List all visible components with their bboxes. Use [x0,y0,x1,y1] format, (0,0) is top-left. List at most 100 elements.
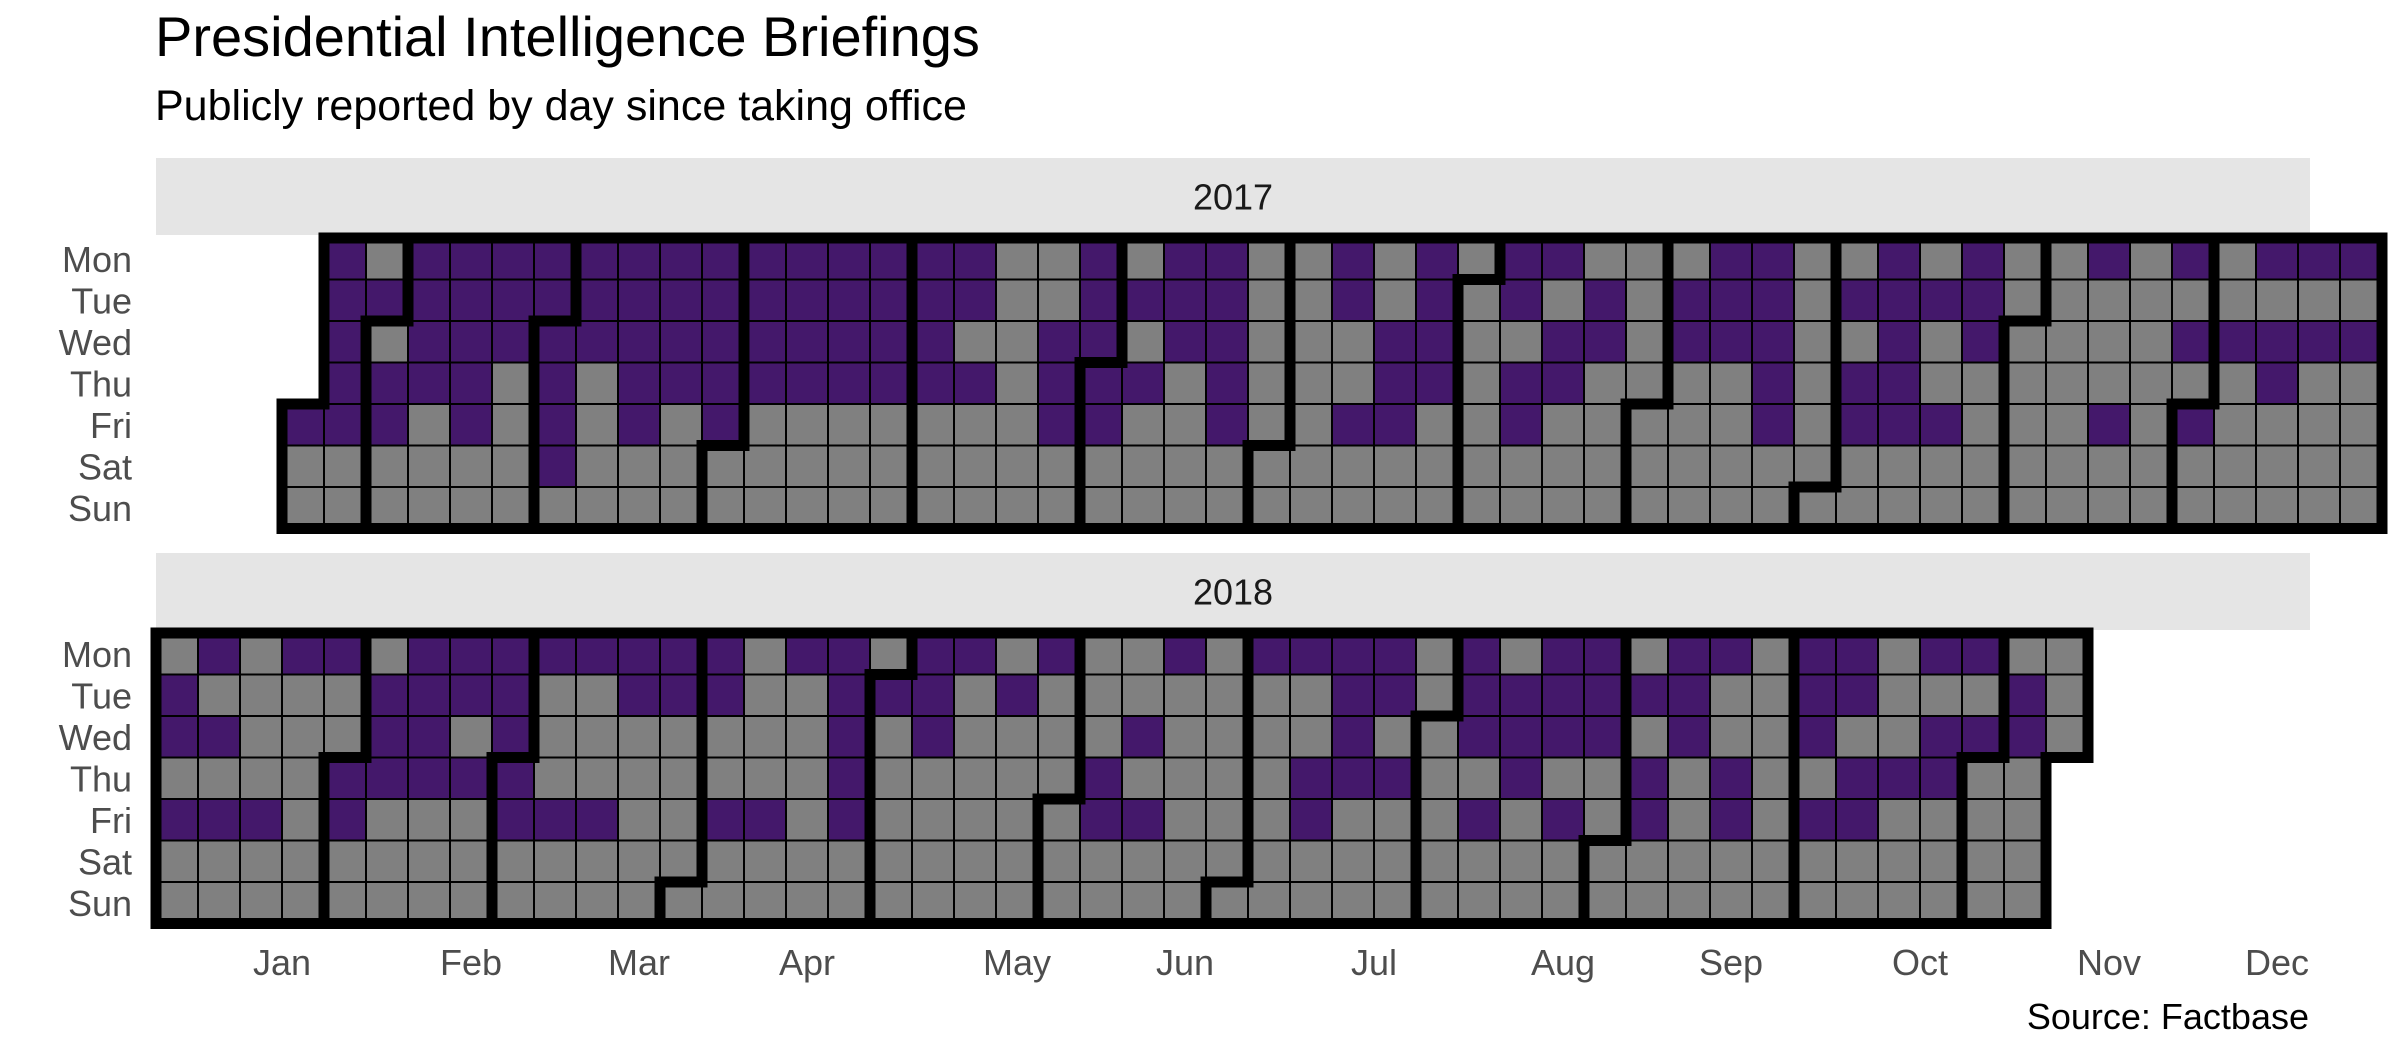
day-cell-no-briefing [743,756,787,800]
weekday-label: Tue [71,675,132,716]
day-cell-no-briefing [1121,839,1165,883]
day-cell-briefing [1457,715,1501,759]
day-cell-no-briefing [239,632,283,676]
day-cell-no-briefing [785,881,829,925]
day-cell-no-briefing [743,715,787,759]
day-cell-no-briefing [281,881,325,925]
day-cell-no-briefing [1163,881,1207,925]
day-cell-no-briefing [1961,444,2005,488]
day-cell-briefing [1541,673,1585,717]
day-cell-no-briefing [1877,798,1921,842]
day-cell-no-briefing [1373,486,1417,530]
day-cell-briefing [1751,361,1795,405]
day-cell-no-briefing [1625,320,1669,364]
day-cell-no-briefing [2129,237,2173,281]
month-axis: Jan Feb Mar Apr May Jun Jul Aug Sep Oct Nov Dec [253,942,2309,983]
day-cell-no-briefing [1289,486,1333,530]
day-cell-no-briefing [1289,403,1333,447]
day-cell-briefing [1079,320,1123,364]
day-cell-no-briefing [2255,444,2299,488]
chart-subtitle: Publicly reported by day since taking of… [155,82,967,130]
day-cell-briefing [1037,320,1081,364]
day-cell-briefing [1373,403,1417,447]
day-cell-no-briefing [1583,881,1627,925]
day-cell-briefing [617,237,661,281]
day-cell-no-briefing [1835,715,1879,759]
day-cell-briefing [1415,278,1459,322]
weekday-label: Thu [70,363,132,404]
day-cell-no-briefing [1289,320,1333,364]
day-cell-briefing [1121,278,1165,322]
day-cell-no-briefing [365,444,409,488]
day-cell-briefing [827,756,871,800]
day-cell-briefing [2339,320,2383,364]
day-cell-no-briefing [281,673,325,717]
day-cell-no-briefing [1709,444,1753,488]
weekday-label: Mon [62,239,132,280]
day-cell-no-briefing [995,444,1039,488]
day-cell-briefing [449,756,493,800]
day-cell-briefing [827,320,871,364]
day-cell-briefing [323,798,367,842]
weekday-label: Sun [68,488,132,529]
day-cell-briefing [953,278,997,322]
day-cell-no-briefing [1415,673,1459,717]
day-cell-no-briefing [1373,444,1417,488]
day-cell-briefing [1373,361,1417,405]
day-cell-no-briefing [575,486,619,530]
day-cell-briefing [869,320,913,364]
day-cell-briefing [1751,237,1795,281]
chart-title: Presidential Intelligence Briefings [155,5,980,68]
day-cell-no-briefing [1205,673,1249,717]
day-cell-no-briefing [617,756,661,800]
day-cell-briefing [659,320,703,364]
day-cell-no-briefing [1499,881,1543,925]
day-cell-no-briefing [155,756,199,800]
day-cell-no-briefing [1079,486,1123,530]
day-cell-briefing [1793,715,1837,759]
day-cell-no-briefing [1877,839,1921,883]
day-cell-briefing [533,361,577,405]
day-cell-no-briefing [869,444,913,488]
day-cell-briefing [1541,798,1585,842]
weekday-label: Sun [68,883,132,924]
day-cell-briefing [995,673,1039,717]
day-cell-no-briefing [1163,361,1207,405]
day-cell-briefing [1121,798,1165,842]
day-cell-no-briefing [323,715,367,759]
day-cell-no-briefing [323,673,367,717]
day-cell-briefing [323,237,367,281]
day-cell-no-briefing [1709,361,1753,405]
day-cell-no-briefing [995,278,1039,322]
day-cell-no-briefing [701,756,745,800]
day-cell-briefing [743,798,787,842]
day-cell-no-briefing [617,444,661,488]
day-cell-no-briefing [1625,444,1669,488]
day-cell-no-briefing [1667,403,1711,447]
weekday-label: Wed [59,322,132,363]
day-cell-no-briefing [1667,881,1711,925]
day-cell-no-briefing [2129,361,2173,405]
day-cell-briefing [1079,798,1123,842]
day-cell-briefing [575,320,619,364]
day-cell-no-briefing [2297,278,2341,322]
day-cell-no-briefing [701,486,745,530]
day-cell-no-briefing [2339,403,2383,447]
day-cell-briefing [659,361,703,405]
day-cell-briefing [407,237,451,281]
day-cell-no-briefing [2297,486,2341,530]
day-cell-briefing [1709,756,1753,800]
day-cell-no-briefing [659,839,703,883]
day-cell-no-briefing [575,839,619,883]
day-cell-briefing [1877,403,1921,447]
day-cell-no-briefing [1625,361,1669,405]
day-cell-no-briefing [2339,444,2383,488]
day-cell-briefing [1373,673,1417,717]
day-cell-briefing [533,798,577,842]
day-cell-briefing [533,403,577,447]
day-cell-no-briefing [2003,361,2047,405]
day-cell-briefing [575,237,619,281]
day-cell-no-briefing [1583,798,1627,842]
day-cell-no-briefing [1583,756,1627,800]
